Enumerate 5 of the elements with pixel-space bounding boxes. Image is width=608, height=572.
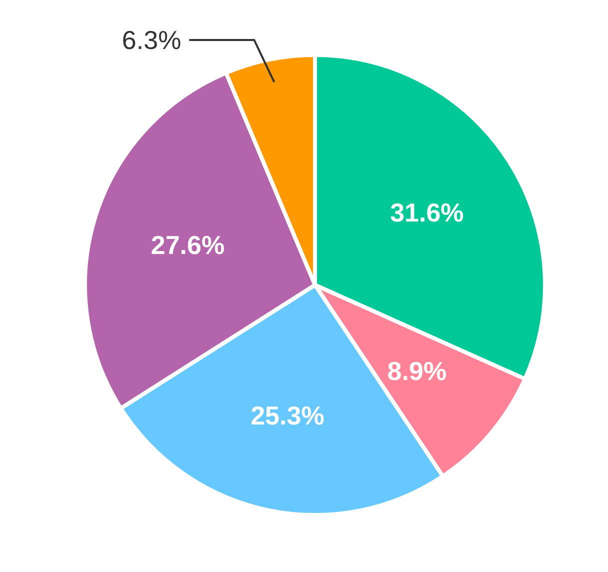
data-label: 31.6%	[390, 197, 464, 228]
data-label: 25.3%	[250, 400, 324, 431]
data-label: 8.9%	[387, 356, 447, 386]
data-label: 27.6%	[150, 230, 225, 260]
data-label: 6.3%	[122, 25, 182, 55]
